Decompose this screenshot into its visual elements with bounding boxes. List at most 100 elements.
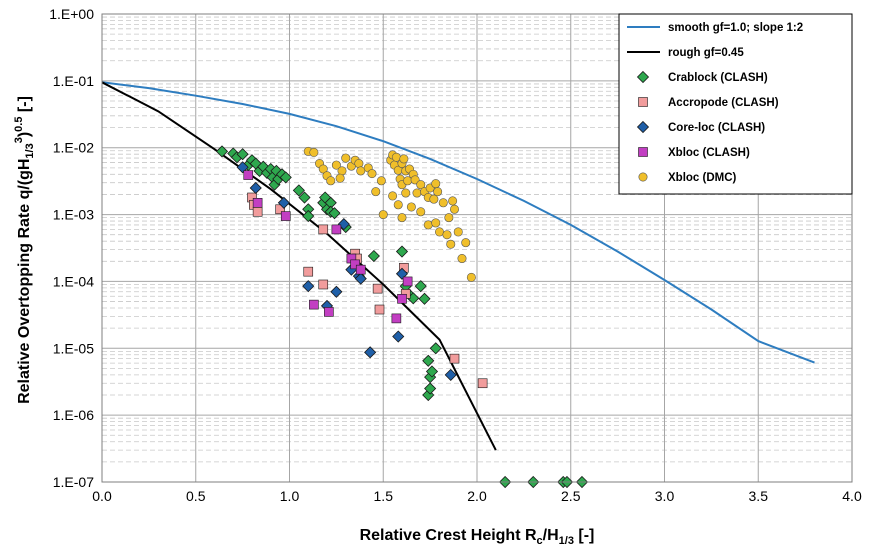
point-crablock-clash: [414, 280, 427, 293]
x-tick-label: 3.5: [749, 488, 769, 504]
point-accropode-clash: [252, 207, 263, 217]
point-xbloc-dmc: [429, 194, 439, 204]
point-xbloc-dmc: [309, 147, 319, 157]
point-xbloc-dmc: [388, 191, 398, 201]
legend-label-smooth-gf-1-0-slope-1-2: smooth gf=1.0; slope 1:2: [668, 22, 803, 34]
point-core-loc-clash: [302, 280, 315, 293]
point-crablock-clash: [422, 354, 435, 367]
point-xbloc-dmc: [399, 154, 409, 164]
point-xbloc-dmc: [444, 213, 454, 223]
legend: smooth gf=1.0; slope 1:2 rough gf=0.45 Cra…: [618, 13, 853, 195]
point-xbloc-dmc: [457, 254, 467, 264]
point-core-loc-clash: [392, 330, 405, 343]
point-xbloc-dmc: [406, 202, 416, 212]
point-crablock-clash: [395, 245, 409, 258]
point-xbloc-dmc: [335, 173, 345, 183]
point-xbloc-dmc: [326, 176, 336, 186]
point-xbloc-dmc: [356, 166, 366, 176]
y-tick-label: 1.E-02: [53, 140, 94, 156]
point-accropode-clash: [303, 266, 314, 277]
legend-label-core-loc-clash: Core-loc (CLASH): [668, 122, 765, 134]
point-xbloc-dmc: [442, 230, 452, 240]
y-tick-label: 1.E-01: [53, 73, 94, 89]
point-xbloc-dmc: [461, 238, 471, 248]
legend-swatch-crablock-clash: [636, 70, 650, 84]
point-xbloc-dmc: [453, 227, 463, 237]
series-line-rough-gf-0-45: [101, 81, 497, 451]
point-xbloc-dmc: [431, 218, 441, 228]
point-crablock-clash: [302, 209, 315, 223]
point-core-loc-clash: [249, 181, 262, 195]
point-xbloc-dmc: [416, 207, 426, 217]
point-accropode-clash: [318, 279, 329, 290]
point-core-loc-clash: [330, 285, 343, 298]
point-xbloc-dmc: [331, 160, 341, 170]
point-core-loc-clash: [277, 196, 290, 209]
x-tick-label: 3.0: [655, 488, 675, 504]
point-xbloc-dmc: [354, 159, 364, 169]
point-accropode-clash: [372, 283, 383, 294]
point-xbloc-dmc: [434, 227, 444, 237]
point-crablock-clash: [418, 292, 431, 305]
point-crablock-clash: [367, 249, 380, 263]
point-crablock-clash: [328, 207, 341, 220]
point-crablock-clash: [236, 148, 249, 161]
x-tick-label: 0.5: [186, 488, 206, 504]
x-tick-label: 0.0: [92, 488, 112, 504]
point-xbloc-clash: [324, 307, 334, 317]
point-xbloc-dmc: [397, 213, 407, 223]
point-xbloc-dmc: [438, 198, 448, 208]
point-core-loc-clash: [364, 346, 377, 359]
point-xbloc-dmc: [318, 164, 328, 174]
y-tick-label: 1.E-06: [53, 407, 94, 423]
point-xbloc-dmc: [431, 179, 441, 189]
point-crablock-clash: [424, 382, 437, 395]
point-xbloc-dmc: [378, 210, 388, 220]
x-tick-label: 2.5: [561, 488, 581, 504]
point-xbloc-clash: [355, 264, 366, 275]
x-tick-label: 4.0: [842, 488, 862, 504]
x-tick-label: 1.5: [374, 488, 394, 504]
point-xbloc-dmc: [367, 169, 377, 179]
point-xbloc-clash: [309, 299, 319, 310]
point-xbloc-dmc: [466, 272, 476, 282]
point-crablock-clash: [298, 191, 311, 204]
point-crablock-clash: [425, 365, 439, 378]
point-crablock-clash: [292, 184, 305, 197]
x-axis-title: Relative Crest Height Rc/H1/3 [-]: [360, 527, 595, 547]
point-core-loc-clash: [236, 161, 249, 174]
point-xbloc-dmc: [371, 187, 381, 197]
point-xbloc-clash: [391, 313, 402, 324]
y-tick-label: 1.E-04: [53, 273, 94, 289]
axis-ticks: 0.0 0.5 1.0 1.5 2.0 2.5 3.0 3.5 4.0 1.E-07 1.E-06 1…: [49, 6, 862, 504]
point-xbloc-clash: [252, 197, 263, 208]
point-xbloc-dmc: [341, 153, 351, 163]
point-accropode-clash: [374, 304, 385, 315]
point-xbloc-dmc: [423, 220, 433, 230]
point-xbloc-clash: [402, 276, 413, 287]
point-xbloc-dmc: [448, 196, 458, 206]
y-tick-label: 1.E-03: [53, 207, 94, 223]
legend-box: [618, 13, 853, 195]
legend-swatch-xbloc-dmc: [638, 172, 648, 182]
point-xbloc-clash: [331, 224, 342, 235]
point-xbloc-dmc: [433, 187, 443, 197]
x-tick-label: 2.0: [467, 488, 487, 504]
point-xbloc-clash: [397, 293, 407, 304]
point-xbloc-dmc: [401, 188, 411, 198]
legend-label-accropode-clash: Accropode (CLASH): [668, 97, 779, 109]
point-accropode-clash: [449, 353, 460, 364]
legend-label-rough-gf-0-45: rough gf=0.45: [668, 47, 744, 59]
point-accropode-clash: [477, 378, 488, 389]
point-xbloc-dmc: [446, 239, 456, 249]
point-core-loc-clash: [444, 368, 457, 381]
point-xbloc-dmc: [412, 188, 422, 198]
point-xbloc-clash: [350, 259, 360, 270]
legend-label-xbloc-clash: Xbloc (CLASH): [668, 147, 750, 159]
y-tick-label: 1.E-07: [53, 474, 94, 490]
point-core-loc-clash: [395, 267, 409, 280]
point-crablock-clash: [429, 342, 442, 355]
point-xbloc-clash: [280, 211, 291, 221]
